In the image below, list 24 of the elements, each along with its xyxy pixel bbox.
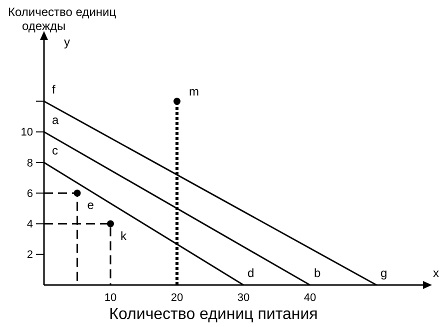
y-tick-label: 6 (26, 188, 33, 200)
x-tick-label: 20 (170, 292, 184, 304)
x-tick-label: 40 (304, 292, 316, 304)
annotation: m (188, 84, 199, 98)
y-tick-label: 10 (20, 126, 33, 139)
y-tick-label: 8 (26, 157, 33, 170)
x-tick-label: 10 (104, 292, 117, 304)
annotation: y (64, 35, 70, 49)
annotation: f (52, 82, 56, 96)
annotation: g (380, 266, 388, 280)
y-tick-label: 2 (26, 249, 33, 262)
x-tick-label: 30 (237, 292, 250, 304)
annotation: b (314, 266, 321, 280)
annotation: a (52, 112, 59, 127)
annotation: k (120, 228, 128, 243)
point (173, 98, 180, 105)
text: x (433, 266, 439, 280)
annotation: c (52, 144, 58, 158)
annotation: d (247, 266, 254, 280)
y-tick-label: 4 (26, 218, 33, 231)
annotation: e (87, 198, 94, 212)
point (106, 220, 114, 228)
point (74, 190, 81, 197)
x-axis-title: Количество единиц питания (109, 306, 318, 323)
